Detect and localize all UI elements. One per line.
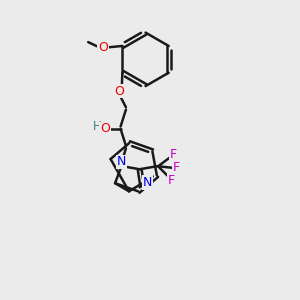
Text: N: N — [116, 155, 126, 168]
Text: F: F — [170, 148, 177, 161]
Text: F: F — [172, 161, 179, 174]
Text: H: H — [92, 120, 101, 133]
Text: F: F — [168, 174, 175, 187]
Text: O: O — [100, 122, 110, 135]
Text: N: N — [142, 176, 152, 189]
Text: O: O — [98, 41, 108, 54]
Text: O: O — [115, 85, 124, 98]
